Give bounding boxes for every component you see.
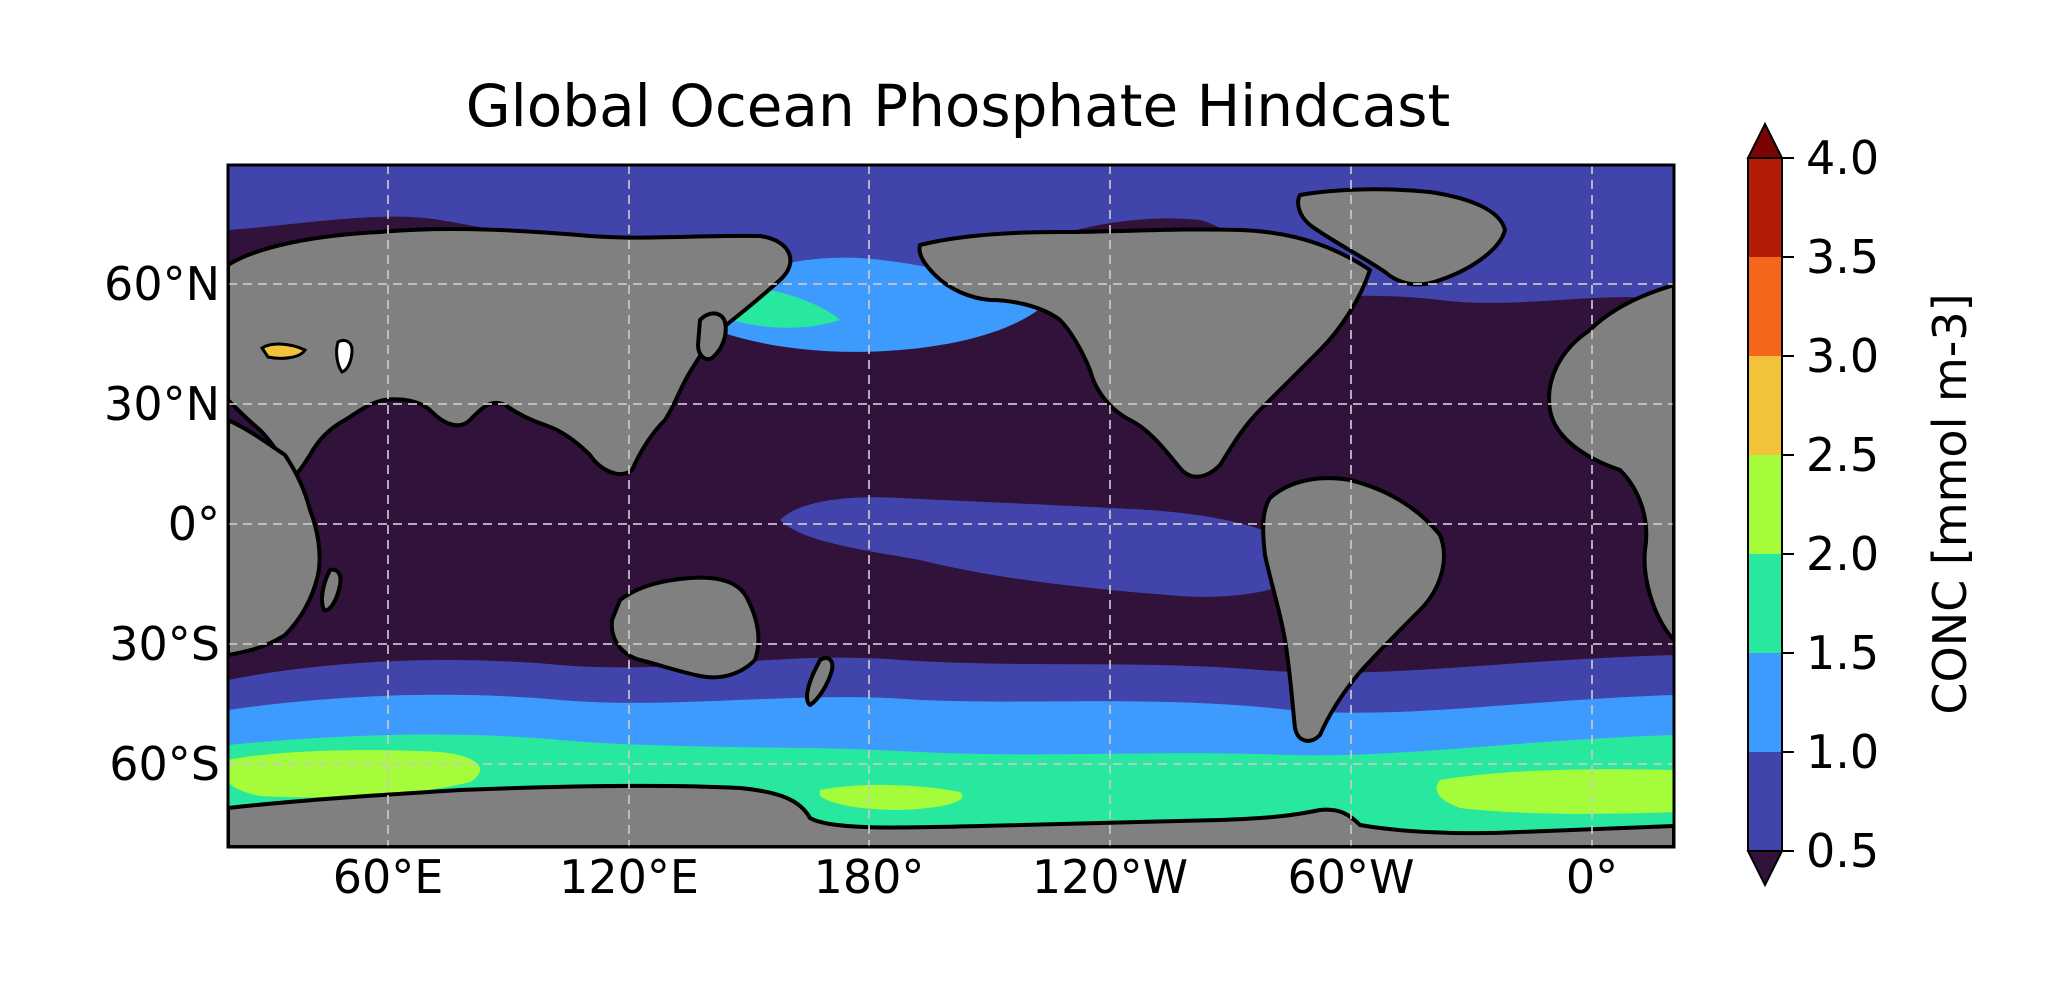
colorbar-tick-label: 2.5	[1806, 428, 1879, 482]
lon-label-120w: 120°W	[1032, 850, 1188, 904]
southern-band-peak-center	[820, 784, 963, 810]
new-zealand-landmass	[805, 656, 835, 707]
lat-label-0: 0°	[168, 497, 220, 551]
lat-label-60s: 60°S	[109, 737, 220, 791]
japan-landmass	[696, 311, 728, 362]
colorbar-segment	[1748, 752, 1782, 851]
inland-white-patch	[335, 338, 354, 374]
colorbar-segment	[1748, 257, 1782, 356]
colorbar-extend-over	[1746, 121, 1784, 159]
greenland-landmass	[1296, 187, 1507, 287]
caspian-high-patch	[259, 342, 308, 360]
southern-band-peak-east	[1436, 769, 1674, 814]
colorbar-tick-label: 3.5	[1806, 230, 1879, 284]
lon-label-60e: 60°E	[333, 850, 444, 904]
antarctica-landmass	[228, 783, 1674, 847]
colorbar-segment	[1748, 455, 1782, 554]
colorbar-tick-label: 3.0	[1806, 329, 1879, 383]
colorbar-segment	[1748, 653, 1782, 752]
colorbar-frame	[1747, 157, 1783, 852]
colorbar-segment	[1748, 356, 1782, 455]
colorbar-ticks: 4.0 3.5 3.0 2.5 2.0 1.5 1.0 0.5	[1782, 131, 1879, 878]
gridlines	[228, 165, 1674, 847]
lon-label-120e: 120°E	[559, 850, 699, 904]
longitude-labels: 60°E 120°E 180° 120°W 60°W 0°	[333, 850, 1618, 904]
africa-east-landmass	[1547, 283, 1674, 642]
colorbar-tick-label: 1.0	[1806, 725, 1879, 779]
map-panel	[226, 163, 1676, 849]
lat-label-30s: 30°S	[109, 617, 220, 671]
colorbar-segment	[1748, 158, 1782, 257]
lat-label-30n: 30°N	[104, 377, 220, 431]
south-america-landmass	[1261, 476, 1446, 743]
colorbar-tick-label: 2.0	[1806, 527, 1879, 581]
colorbar-tick-label: 0.5	[1806, 824, 1879, 878]
colorbar-tick-label: 4.0	[1806, 131, 1879, 185]
map-frame	[226, 163, 1676, 849]
southern-band-peak-west	[228, 750, 480, 798]
colorbar-segments	[1748, 158, 1782, 851]
colorbar: 4.0 3.5 3.0 2.5 2.0 1.5 1.0 0.5 CONC [mmol m-3]	[1746, 121, 1977, 888]
equatorial-pacific-band	[780, 497, 1320, 597]
lat-label-60n: 60°N	[104, 257, 220, 311]
land	[228, 187, 1674, 847]
lon-label-60w: 60°W	[1287, 850, 1414, 904]
colorbar-extend-under	[1746, 850, 1784, 888]
colorbar-label: CONC [mmol m-3]	[1923, 293, 1977, 714]
latitude-labels: 60°N 30°N 0° 30°S 60°S	[104, 257, 220, 791]
lon-label-180: 180°	[814, 850, 925, 904]
madagascar-landmass	[320, 567, 343, 613]
eurasia-landmass	[228, 227, 793, 476]
africa-landmass	[228, 418, 322, 657]
lon-label-0: 0°	[1566, 850, 1618, 904]
australia-landmass	[609, 575, 761, 680]
colorbar-segment	[1748, 554, 1782, 653]
colorbar-tick-label: 1.5	[1806, 626, 1879, 680]
map-title: Global Ocean Phosphate Hindcast	[466, 72, 1451, 140]
north-america-landmass	[917, 227, 1372, 479]
